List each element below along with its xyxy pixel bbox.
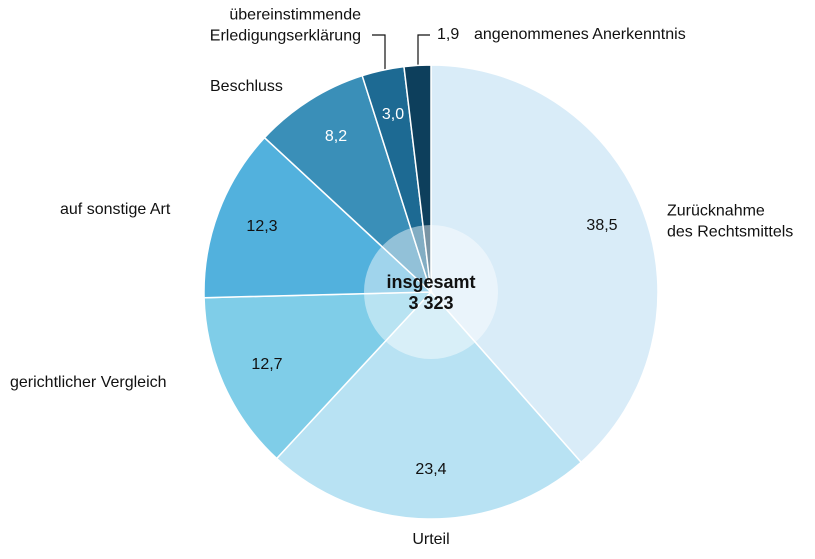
center-title: insgesamt bbox=[386, 272, 475, 292]
category-label: Zurücknahme des Rechtsmittels bbox=[667, 203, 793, 241]
category-label: auf sonstige Art bbox=[60, 201, 171, 218]
category-label: gerichtlicher Vergleich bbox=[10, 374, 167, 391]
leader-line bbox=[417, 34, 430, 66]
slice bbox=[203, 136, 433, 299]
value-label: 23,4 bbox=[415, 461, 446, 478]
center-total: 3 323 bbox=[408, 293, 453, 313]
value-label: 38,5 bbox=[586, 217, 617, 234]
value-label: 12,7 bbox=[251, 356, 282, 373]
value-label: 3,0 bbox=[382, 106, 404, 123]
value-label: 8,2 bbox=[325, 128, 347, 145]
center-circle bbox=[364, 225, 498, 359]
slices bbox=[203, 64, 659, 520]
category-label: Urteil bbox=[412, 531, 449, 548]
slice bbox=[430, 64, 659, 464]
category-label: übereinstimmende Erledigungserklärung bbox=[210, 7, 361, 45]
slice bbox=[275, 290, 583, 520]
slice bbox=[203, 291, 433, 460]
value-label: 12,3 bbox=[246, 218, 277, 235]
leader-line bbox=[372, 34, 386, 70]
category-label: Beschluss bbox=[210, 78, 283, 95]
category-label: angenommenes Anerkenntnis bbox=[474, 26, 686, 43]
slice bbox=[263, 74, 433, 295]
slice bbox=[403, 64, 432, 293]
value-label: 1,9 bbox=[437, 26, 459, 43]
